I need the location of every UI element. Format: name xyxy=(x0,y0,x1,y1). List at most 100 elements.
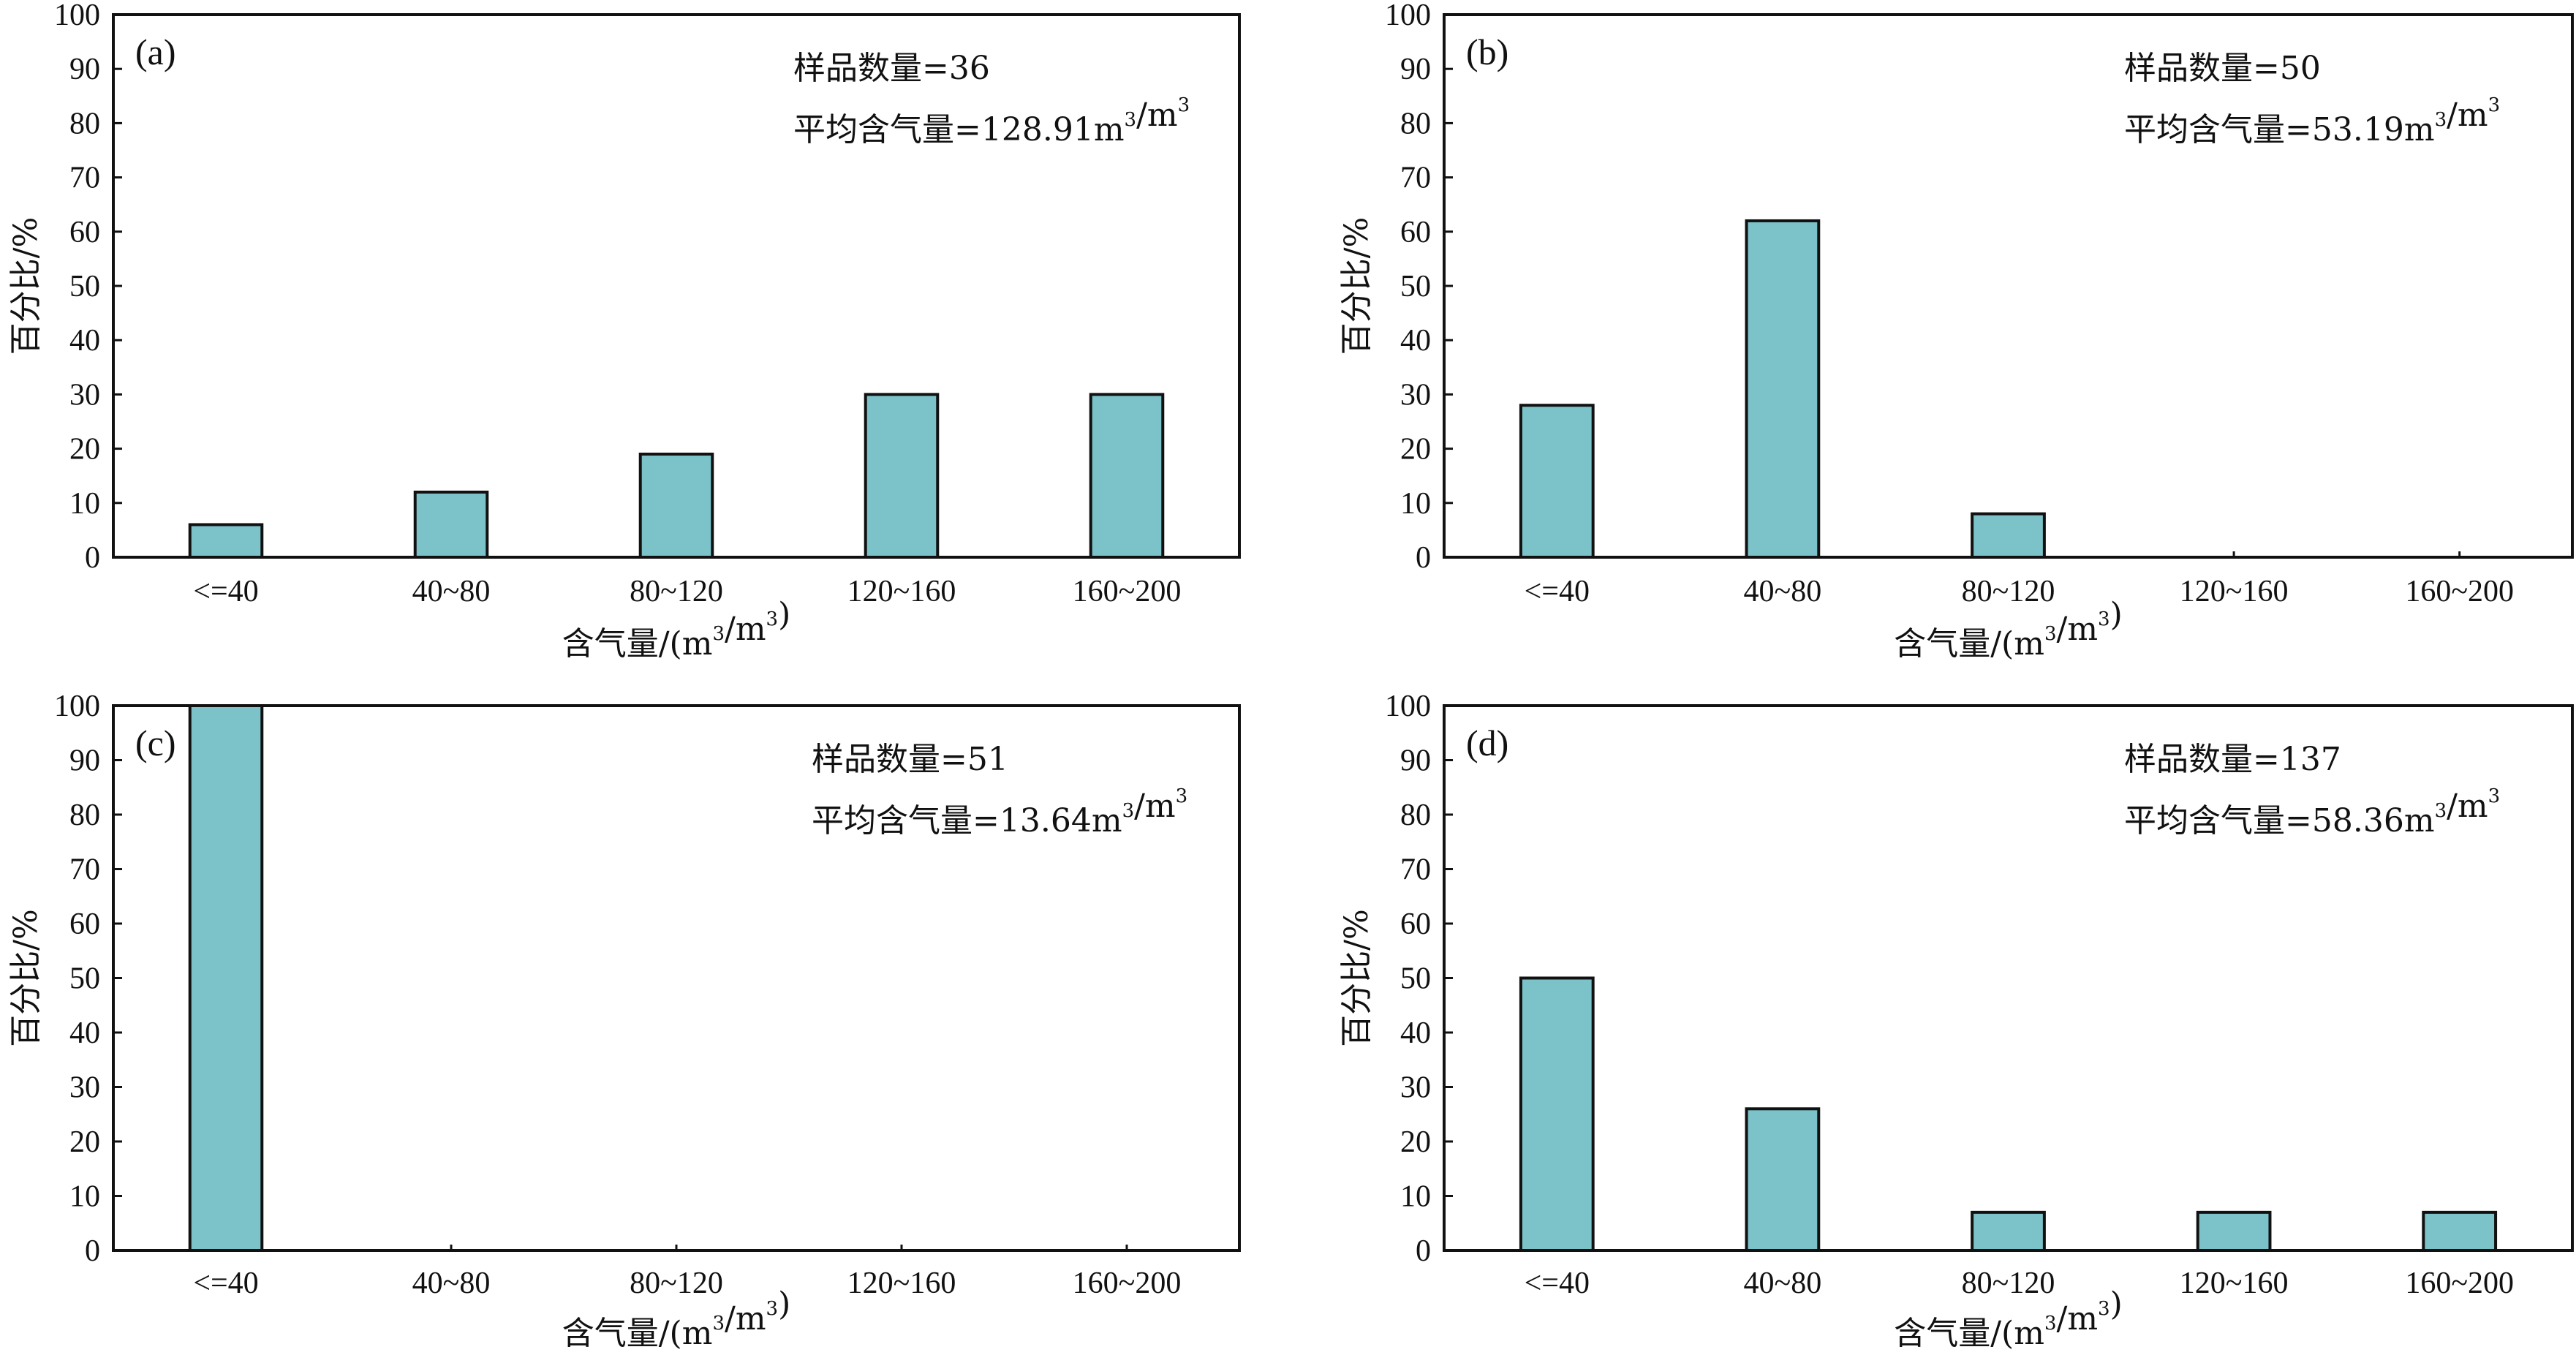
y-tick-label: 30 xyxy=(1400,1071,1431,1105)
plot-frame xyxy=(1443,13,2574,559)
x-tick-label: 160~200 xyxy=(2405,1267,2514,1300)
x-axis-title: 含气量/(m3/m3) xyxy=(562,1286,791,1352)
y-tick-label: 50 xyxy=(69,270,100,303)
x-axis-title: 含气量/(m3/m3) xyxy=(1894,596,2123,663)
y-tick-label: 80 xyxy=(1400,799,1431,832)
y-tick-label: 80 xyxy=(69,107,100,140)
y-tick-label: 0 xyxy=(85,541,100,575)
panel-label: (b) xyxy=(1466,31,1508,72)
x-tick-label: 80~120 xyxy=(630,1267,723,1300)
y-tick-label: 30 xyxy=(1400,378,1431,412)
y-tick-label: 90 xyxy=(69,53,100,86)
y-tick-label: 40 xyxy=(1400,324,1431,358)
y-tick-label: 50 xyxy=(1400,270,1431,303)
x-tick-label: 40~80 xyxy=(412,575,491,608)
bar-d-1 xyxy=(1745,1107,1821,1253)
bar-a-4 xyxy=(1089,393,1165,559)
bar-b-1 xyxy=(1745,219,1821,559)
y-tick-label: 70 xyxy=(69,162,100,195)
y-tick-label: 60 xyxy=(1400,907,1431,941)
x-tick-label: 40~80 xyxy=(412,1267,491,1300)
bar-c-0 xyxy=(188,704,264,1252)
sample-count-annotation: 样品数量=137 xyxy=(2124,741,2341,778)
x-tick-label: 120~160 xyxy=(847,1267,956,1300)
bar-d-0 xyxy=(1519,976,1595,1252)
bar-a-2 xyxy=(638,453,714,559)
x-tick-label: <=40 xyxy=(1525,575,1590,608)
y-tick-label: 60 xyxy=(1400,216,1431,249)
x-tick-label: <=40 xyxy=(1525,1267,1590,1300)
y-tick-label: 50 xyxy=(69,962,100,996)
y-tick-label: 0 xyxy=(1416,1234,1431,1268)
y-tick-label: 0 xyxy=(85,1234,100,1268)
y-tick-label: 70 xyxy=(1400,853,1431,887)
average-gas-annotation: 平均含气量=128.91m3/m3 xyxy=(793,94,1190,148)
bar-a-1 xyxy=(413,490,489,559)
bar-a-0 xyxy=(188,523,264,559)
y-axis-title: 百分比/% xyxy=(1338,217,1375,355)
y-tick-label: 90 xyxy=(1400,744,1431,778)
plot-frame xyxy=(1443,704,2574,1252)
x-tick-label: 80~120 xyxy=(1962,1267,2055,1300)
bar-d-4 xyxy=(2422,1210,2498,1252)
y-tick-label: 40 xyxy=(69,324,100,358)
bar-d-3 xyxy=(2196,1210,2272,1252)
x-tick-label: <=40 xyxy=(193,1267,258,1300)
y-tick-label: 100 xyxy=(1385,690,1431,723)
y-tick-label: 10 xyxy=(1400,1180,1431,1214)
y-tick-label: 20 xyxy=(1400,433,1431,467)
bar-a-3 xyxy=(864,393,940,559)
average-gas-annotation: 平均含气量=58.36m3/m3 xyxy=(2124,785,2500,839)
panel-label: (a) xyxy=(135,31,176,72)
y-tick-label: 30 xyxy=(69,378,100,412)
y-tick-label: 20 xyxy=(69,433,100,467)
y-tick-label: 90 xyxy=(1400,53,1431,86)
y-tick-label: 100 xyxy=(1385,0,1431,32)
y-tick-label: 60 xyxy=(69,907,100,941)
x-axis-title: 含气量/(m3/m3) xyxy=(1894,1286,2123,1352)
y-tick-label: 30 xyxy=(69,1071,100,1105)
x-tick-label: 120~160 xyxy=(2180,575,2289,608)
x-axis-title: 含气量/(m3/m3) xyxy=(562,596,791,663)
chart-panel-d: 0 10 20 30 40 50 60 70 80 90 100 <=40 40~80 80~120 120… xyxy=(1338,690,2574,1352)
y-tick-label: 70 xyxy=(1400,162,1431,195)
y-tick-label: 0 xyxy=(1416,541,1431,575)
y-tick-label: 50 xyxy=(1400,962,1431,996)
panel-label: (c) xyxy=(135,722,176,763)
y-tick-label: 100 xyxy=(54,0,100,32)
x-tick-label: 120~160 xyxy=(2180,1267,2289,1300)
average-gas-annotation: 平均含气量=13.64m3/m3 xyxy=(812,785,1187,839)
y-tick-label: 10 xyxy=(69,1180,100,1214)
sample-count-annotation: 样品数量=51 xyxy=(812,741,1008,778)
y-tick-label: 40 xyxy=(1400,1016,1431,1050)
x-tick-label: 40~80 xyxy=(1744,575,1822,608)
x-tick-label: 40~80 xyxy=(1744,1267,1822,1300)
plot-frame xyxy=(112,704,1241,1252)
chart-panel-a: 0 10 20 30 40 50 60 70 80 90 100 <=40 40~80 80~120 120… xyxy=(7,0,1241,663)
y-tick-label: 70 xyxy=(69,853,100,887)
y-tick-label: 40 xyxy=(69,1016,100,1050)
y-axis-title: 百分比/% xyxy=(1338,909,1375,1047)
y-tick-label: 80 xyxy=(69,799,100,832)
x-tick-label: 160~200 xyxy=(1073,575,1182,608)
y-tick-label: 20 xyxy=(69,1125,100,1159)
panel-label: (d) xyxy=(1466,722,1508,763)
average-gas-annotation: 平均含气量=53.19m3/m3 xyxy=(2124,94,2500,148)
y-tick-label: 10 xyxy=(1400,487,1431,521)
y-tick-label: 20 xyxy=(1400,1125,1431,1159)
y-tick-label: 100 xyxy=(54,690,100,723)
y-tick-label: 90 xyxy=(69,744,100,778)
x-tick-label: 80~120 xyxy=(630,575,723,608)
x-tick-label: 80~120 xyxy=(1962,575,2055,608)
y-axis-title: 百分比/% xyxy=(7,909,45,1047)
y-tick-label: 60 xyxy=(69,216,100,249)
bar-d-2 xyxy=(1971,1210,2046,1252)
x-tick-label: 160~200 xyxy=(1073,1267,1182,1300)
y-tick-label: 80 xyxy=(1400,107,1431,140)
bar-b-0 xyxy=(1519,404,1595,559)
sample-count-annotation: 样品数量=50 xyxy=(2124,50,2321,87)
y-tick-label: 10 xyxy=(69,487,100,521)
chart-panel-c: 0 10 20 30 40 50 60 70 80 90 100 <=40 40~80 80~120 120… xyxy=(7,690,1241,1352)
x-tick-label: 160~200 xyxy=(2405,575,2514,608)
